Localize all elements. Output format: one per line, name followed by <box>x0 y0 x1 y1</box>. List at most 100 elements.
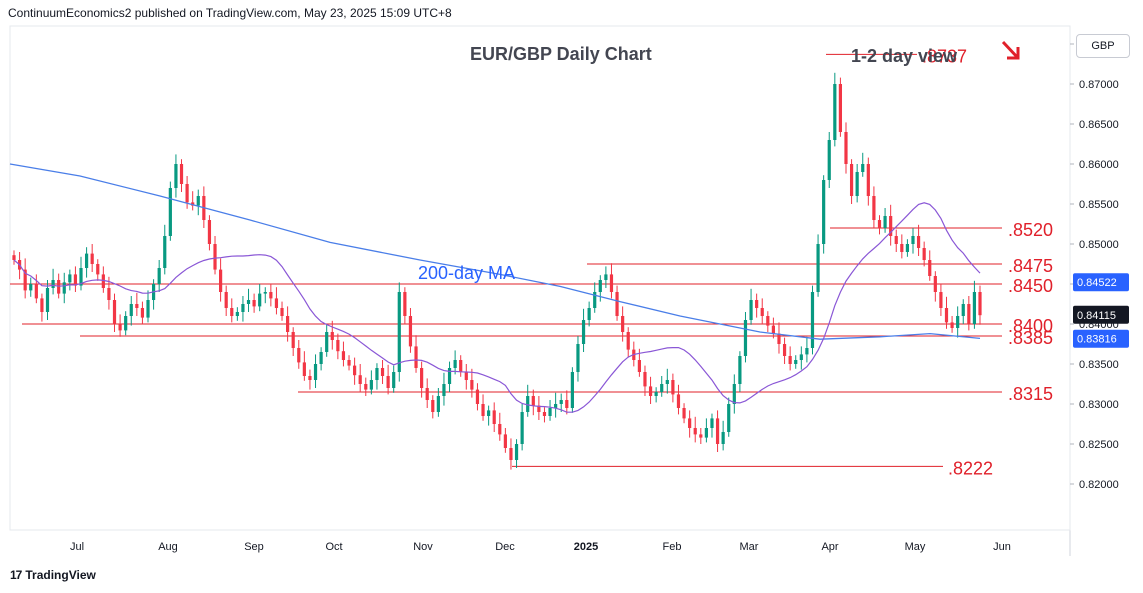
candle-body <box>531 396 535 406</box>
y-tick-label: 0.87000 <box>1079 79 1119 91</box>
candle-body <box>732 384 736 404</box>
candle-body <box>922 248 926 260</box>
candle-body <box>280 308 284 316</box>
candle-body <box>475 389 480 404</box>
candle-body <box>889 216 893 236</box>
candle-body <box>749 300 753 320</box>
candle-body <box>302 362 306 376</box>
candle-body <box>447 368 452 384</box>
candle-body <box>185 184 189 203</box>
candle-body <box>743 320 748 356</box>
candle-body <box>956 316 960 328</box>
candle-body <box>554 404 558 408</box>
candle-body <box>609 274 614 292</box>
candle-body <box>319 352 323 364</box>
candle-body <box>135 304 139 308</box>
candle-body <box>526 396 530 412</box>
candle-body <box>191 202 195 206</box>
candle-body <box>822 180 826 244</box>
candle-body <box>459 360 463 372</box>
candle-body <box>207 220 212 244</box>
level-label: .8475 <box>1008 256 1053 276</box>
candle-body <box>727 404 731 432</box>
candle-body <box>710 418 714 428</box>
candle-body <box>297 348 301 363</box>
price-labels: 0.84522 0.84115 0.83816 <box>1073 273 1129 348</box>
level-label: .8222 <box>948 458 993 478</box>
candle-body <box>715 418 720 444</box>
candle-body <box>325 332 329 352</box>
candle-body <box>386 376 390 388</box>
y-tick-label: 0.82000 <box>1079 479 1119 491</box>
candle-body <box>548 408 552 416</box>
candle-body <box>905 244 910 252</box>
candle-body <box>224 292 228 308</box>
x-tick-label: Sep <box>244 541 264 553</box>
x-tick-label: Aug <box>158 541 178 553</box>
candle-body <box>112 300 117 324</box>
ma-200-line <box>9 163 981 340</box>
candle-body <box>648 386 653 396</box>
candle-body <box>883 216 887 228</box>
candle-body <box>40 298 44 312</box>
footer-brand: TradingView <box>25 568 96 582</box>
y-tick-label: 0.83500 <box>1079 359 1119 371</box>
candle-body <box>403 292 407 316</box>
candle-body <box>330 332 334 340</box>
x-tick-label: Oct <box>325 541 342 553</box>
x-tick-label: Jun <box>993 541 1011 553</box>
candle-body <box>23 269 27 291</box>
candle-body <box>816 244 820 292</box>
candle-body <box>576 344 580 372</box>
candle-body <box>62 282 66 294</box>
x-axis[interactable]: Jul Aug Sep Oct Nov Dec 2025 Feb Mar Apr May Jun <box>70 541 1011 553</box>
chart-subtitle: 1-2 day view <box>851 46 958 66</box>
candle-body <box>688 418 692 428</box>
y-tick-label: 0.86500 <box>1079 119 1119 131</box>
candle-body <box>911 236 915 244</box>
grid <box>9 25 1071 556</box>
price-label-box <box>1073 329 1129 348</box>
candle-body <box>972 292 977 324</box>
candle-body <box>68 274 72 283</box>
x-tick-label: 2025 <box>574 541 598 553</box>
candle-body <box>163 236 167 268</box>
candle-body <box>90 253 94 264</box>
price-label: 0.84115 <box>1077 310 1116 322</box>
candle-body <box>336 340 340 352</box>
candles <box>12 72 982 470</box>
candle-body <box>380 368 385 376</box>
candle-body <box>73 274 78 286</box>
candle-body <box>771 325 775 334</box>
candle-body <box>79 268 83 286</box>
candle-body <box>392 372 396 388</box>
y-axis[interactable]: 0.875000.870000.865000.860000.855000.850… <box>1070 39 1119 491</box>
candle-body <box>425 388 429 400</box>
candle-body <box>269 292 273 299</box>
candle-body <box>375 368 379 380</box>
candle-body <box>799 354 803 360</box>
candle-body <box>453 360 457 368</box>
x-tick-label: Mar <box>740 541 759 553</box>
candle-body <box>408 316 413 347</box>
candle-body <box>682 408 686 419</box>
candle-body <box>542 412 547 416</box>
candle-body <box>498 424 502 435</box>
currency-button[interactable]: GBP <box>1076 34 1130 58</box>
candle-body <box>29 284 33 291</box>
candle-body <box>258 293 262 307</box>
candle-body <box>671 380 675 395</box>
candle-body <box>291 332 295 348</box>
candle-body <box>274 298 279 308</box>
candle-body <box>699 434 703 438</box>
candle-body <box>916 236 921 248</box>
candle-body <box>358 375 362 384</box>
level-label: .8400 <box>1008 316 1053 336</box>
candle-body <box>810 292 815 348</box>
candle-body <box>833 84 837 140</box>
y-tick-label: 0.83000 <box>1079 399 1119 411</box>
candle-body <box>436 396 440 412</box>
level-label: .8520 <box>1008 220 1053 240</box>
y-tick-label: 0.85000 <box>1079 239 1119 251</box>
